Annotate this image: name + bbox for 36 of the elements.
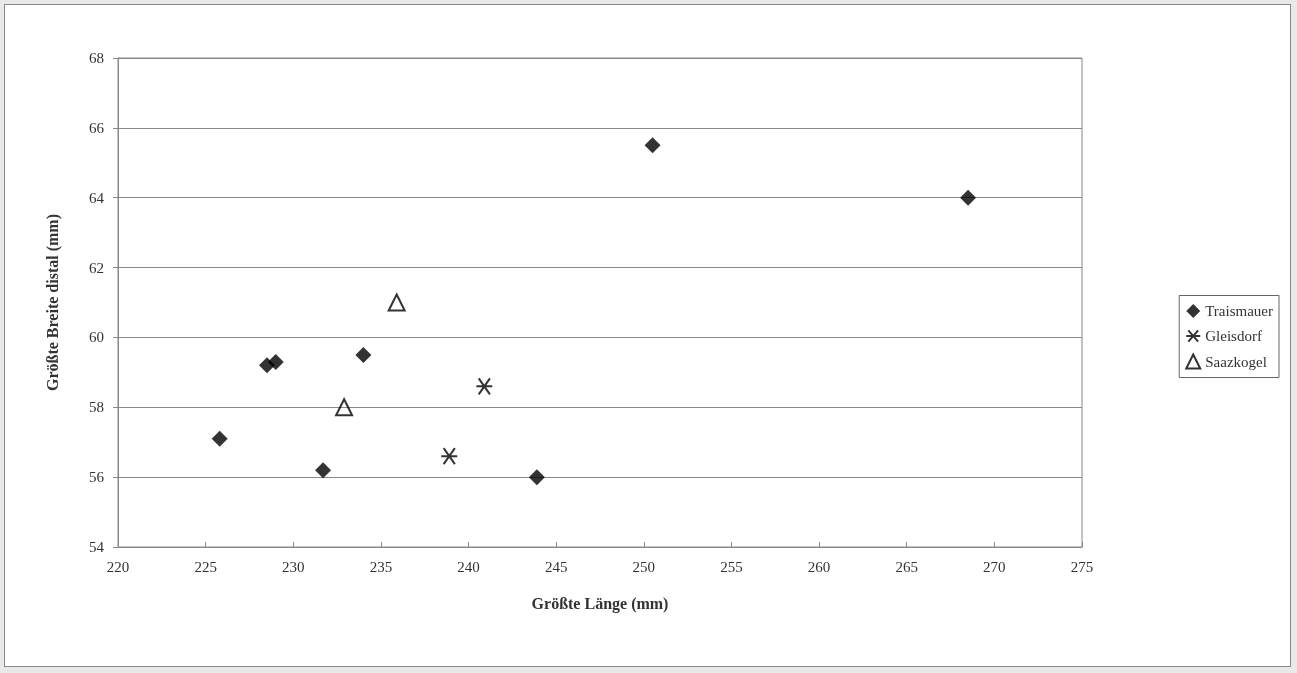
x-tick-label: 225 <box>194 558 217 575</box>
y-tick-label: 54 <box>89 539 105 555</box>
point <box>315 462 332 479</box>
point <box>644 137 661 154</box>
point <box>387 293 406 312</box>
x-tick-label: 265 <box>895 558 918 575</box>
point <box>267 353 284 370</box>
x-tick-label: 245 <box>544 558 568 575</box>
point <box>335 398 354 417</box>
x-tick-label: 275 <box>1070 558 1094 575</box>
y-axis-title: Größte Breite distal (mm) <box>43 214 62 391</box>
x-tick-label: 220 <box>106 558 130 575</box>
x-tick-label: 240 <box>457 558 480 575</box>
x-tick-label: 250 <box>632 558 656 575</box>
point <box>475 377 494 396</box>
x-tick-label: 270 <box>983 558 1006 575</box>
y-tick-label: 58 <box>89 399 104 416</box>
y-tick-label: 60 <box>89 329 104 346</box>
point <box>211 430 228 447</box>
point <box>355 346 372 363</box>
y-tick-label: 66 <box>89 119 105 136</box>
y-tick-label: 68 <box>89 50 104 66</box>
y-tick-label: 64 <box>89 189 105 206</box>
y-tick-label: 56 <box>89 469 105 486</box>
x-tick-label: 260 <box>807 558 831 575</box>
legend-label: Traismauer <box>1205 303 1274 319</box>
x-tick-label: 255 <box>720 558 743 575</box>
point <box>528 469 545 486</box>
x-tick-label: 230 <box>282 558 305 575</box>
legend-label: Saazkogel <box>1205 353 1267 370</box>
x-tick-label: 235 <box>369 558 393 575</box>
point <box>960 189 977 206</box>
x-axis-title: Größte Länge (mm) <box>531 594 669 613</box>
legend-label: Gleisdorf <box>1205 328 1262 344</box>
y-tick-label: 62 <box>89 259 104 276</box>
point <box>440 447 459 466</box>
